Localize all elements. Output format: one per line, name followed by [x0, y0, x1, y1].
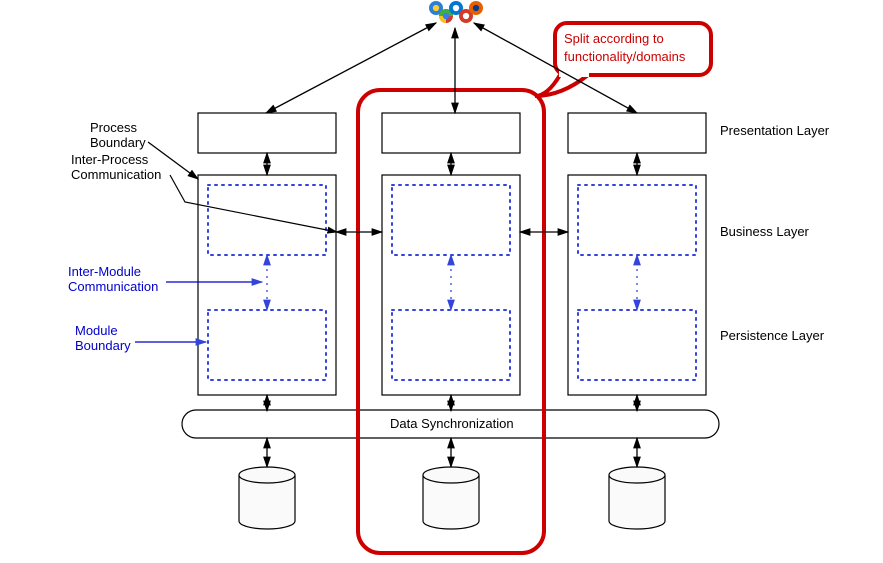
- database-icon: [423, 467, 479, 529]
- interProcess-label2: Communication: [71, 167, 161, 182]
- architecture-diagram: Data Synchronization Split according to fu…: [0, 0, 883, 563]
- database-icon: [239, 467, 295, 529]
- top-connector: [266, 23, 436, 113]
- browser-icons: [429, 1, 483, 23]
- moduleBoundary-label2: Boundary: [75, 338, 131, 353]
- callout-tail: [535, 75, 588, 96]
- interProcess-label: Inter-Process: [71, 152, 149, 167]
- business-layer-label: Business Layer: [720, 224, 810, 239]
- presentation-layer-label: Presentation Layer: [720, 123, 830, 138]
- presentation-box: [198, 113, 336, 153]
- interModule-label: Inter-Module: [68, 264, 141, 279]
- moduleBoundary-label: Module: [75, 323, 118, 338]
- persistence-layer-label: Persistence Layer: [720, 328, 825, 343]
- database-icon: [609, 467, 665, 529]
- interModule-label2: Communication: [68, 279, 158, 294]
- processBoundary-label: Process: [90, 120, 137, 135]
- presentation-box: [568, 113, 706, 153]
- callout-line1: Split according to: [564, 31, 664, 46]
- presentation-box: [382, 113, 520, 153]
- data-sync-label: Data Synchronization: [390, 416, 514, 431]
- callout-line2: functionality/domains: [564, 49, 686, 64]
- processBoundary-label2: Boundary: [90, 135, 146, 150]
